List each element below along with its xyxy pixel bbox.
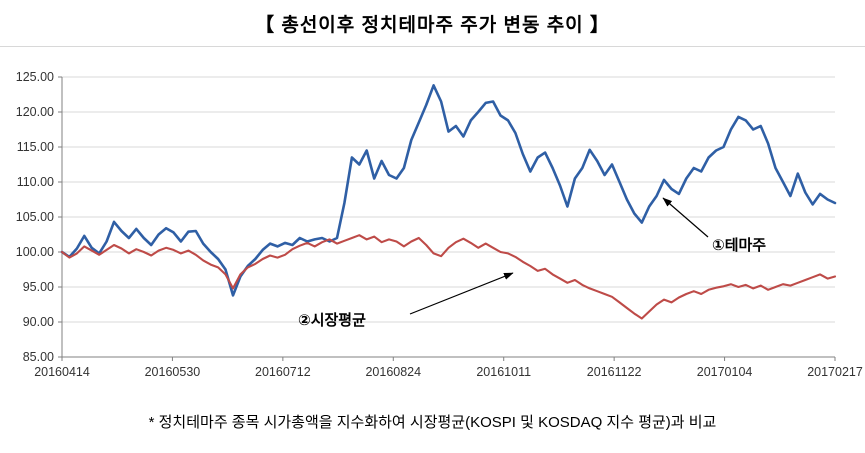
x-tick-label: 20160414: [34, 365, 90, 379]
y-tick-label: 120.00: [16, 105, 54, 119]
y-tick-label: 115.00: [17, 140, 54, 154]
chart-title: 【 총선이후 정치테마주 주가 변동 추이 】: [0, 0, 865, 47]
y-tick-label: 100.00: [16, 245, 54, 259]
annotation-label: ②시장평균: [298, 311, 366, 329]
series-line-market_average: [60, 234, 837, 320]
x-tick-label: 20160712: [255, 365, 311, 379]
y-tick-label: 105.00: [16, 210, 54, 224]
series-line-theme_stocks: [60, 84, 837, 297]
x-tick-label: 20161122: [587, 365, 642, 379]
line-chart: 85.00 90.00 95.00 100.00 105.00 110.00 115.00 1…: [16, 70, 863, 379]
x-tick-label: 20160824: [365, 365, 421, 379]
chart-footnote: * 정치테마주 종목 시가총액을 지수화하여 시장평균(KOSPI 및 KOSD…: [148, 414, 717, 431]
x-tick-label: 20161011: [476, 365, 531, 379]
x-tick-label: 20170217: [807, 365, 863, 379]
y-tick-label: 110.00: [17, 175, 54, 189]
y-tick-label: 95.00: [23, 280, 54, 294]
y-tick-label: 85.00: [23, 350, 54, 364]
annotation-arrow: [409, 272, 514, 315]
annotation-arrow: [662, 197, 709, 238]
y-tick-label: 90.00: [23, 315, 54, 329]
x-tick-label: 20170104: [697, 365, 753, 379]
annotation-label: ①테마주: [712, 237, 766, 254]
y-tick-label: 125.00: [16, 70, 54, 84]
x-tick-label: 20160530: [145, 365, 201, 379]
